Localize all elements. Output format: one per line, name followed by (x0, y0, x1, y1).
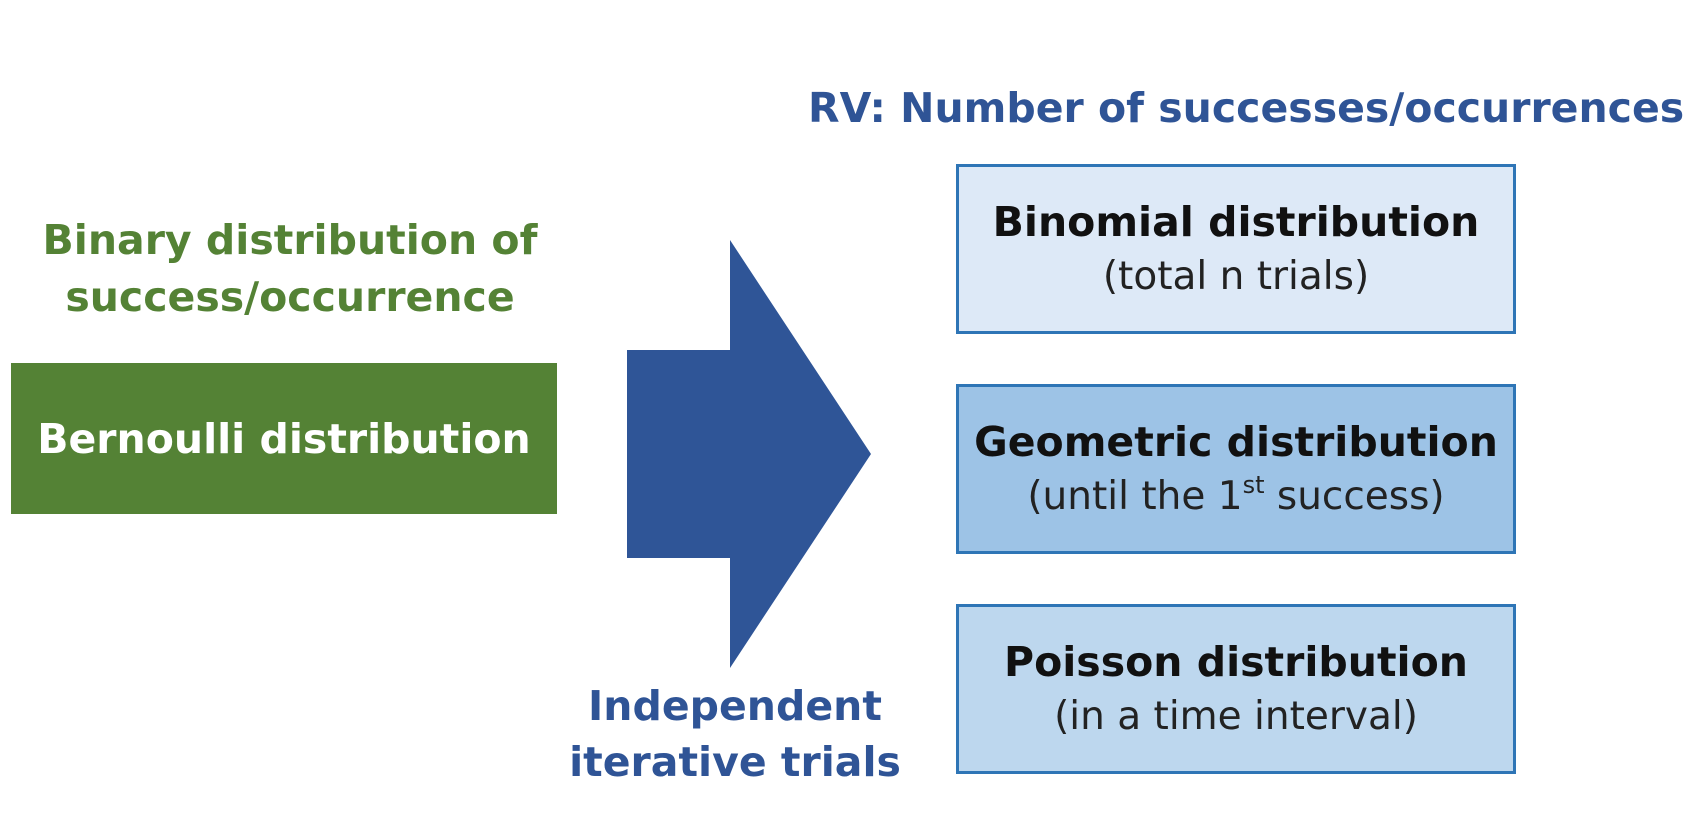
geometric-title: Geometric distribution (974, 418, 1498, 466)
geometric-subtitle-pre: (until the 1 (1027, 474, 1243, 519)
geometric-subtitle: (until the 1st success) (1027, 470, 1444, 524)
binary-heading-line-2: success/occurrence (65, 273, 515, 321)
independent-trials-label: Independent iterative trials (560, 678, 910, 790)
poisson-subtitle: (in a time interval) (1054, 694, 1418, 739)
poisson-title: Poisson distribution (1004, 638, 1468, 686)
geometric-box: Geometric distribution (until the 1st su… (956, 384, 1516, 554)
trials-label-line-1: Independent (588, 682, 882, 730)
geometric-subtitle-post: success) (1264, 474, 1445, 519)
poisson-box: Poisson distribution (in a time interval… (956, 604, 1516, 774)
arrow-shape (627, 240, 871, 668)
geometric-subtitle-sup: st (1242, 471, 1265, 499)
binary-heading-line-1: Binary distribution of (42, 216, 538, 264)
binomial-title: Binomial distribution (992, 198, 1480, 246)
right-arrow-icon (627, 240, 871, 668)
binomial-subtitle: (total n trials) (1102, 254, 1370, 299)
binary-distribution-heading: Binary distribution of success/occurrenc… (20, 212, 560, 326)
trials-label-line-2: iterative trials (569, 738, 901, 786)
bernoulli-box: Bernoulli distribution (11, 363, 557, 514)
binomial-box: Binomial distribution (total n trials) (956, 164, 1516, 334)
bernoulli-label: Bernoulli distribution (37, 414, 531, 463)
rv-heading: RV: Number of successes/occurrences (808, 84, 1685, 132)
